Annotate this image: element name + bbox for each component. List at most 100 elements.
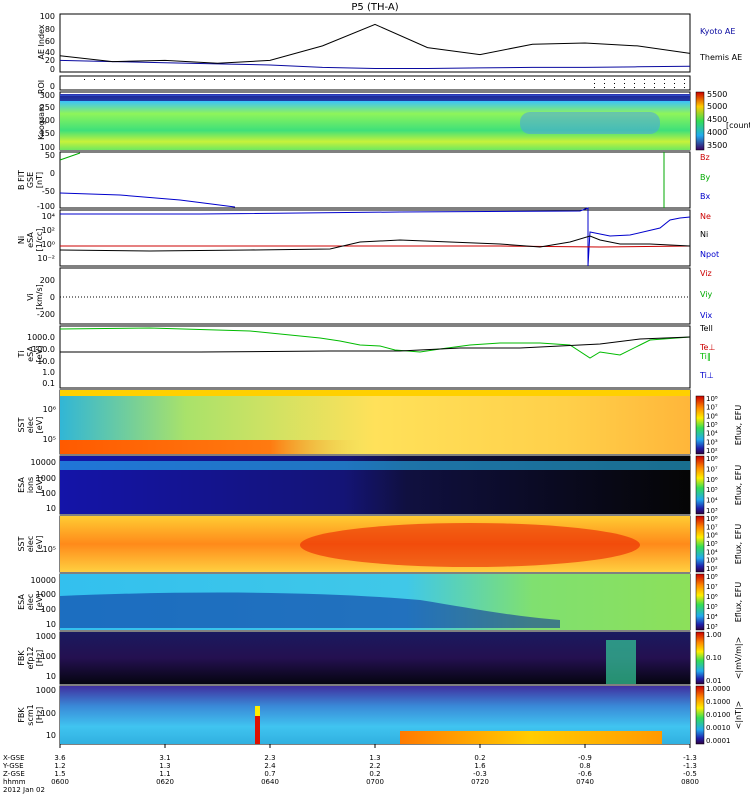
keogram-colorbar bbox=[695, 91, 705, 151]
roi-dot bbox=[544, 79, 545, 80]
colorbar-sst-elec bbox=[695, 395, 705, 455]
colorbar-tick: 10⁶ bbox=[706, 593, 718, 601]
x-axis-value: 0.8 bbox=[579, 762, 590, 770]
roi-dot bbox=[144, 79, 145, 80]
sst-ions-ylabel: elec bbox=[26, 536, 35, 552]
roi-dot bbox=[214, 79, 215, 80]
keogram-ylabel: Keogram bbox=[37, 104, 46, 140]
fbk-scm-spike-top bbox=[255, 706, 260, 716]
x-axis-value: 2.3 bbox=[264, 754, 275, 762]
fbk-scm-tick: 10 bbox=[46, 731, 56, 740]
x-axis-value: 1.5 bbox=[54, 770, 65, 778]
sst-ions-tick: 10⁵ bbox=[43, 545, 56, 554]
colorbar-esa-elec bbox=[695, 573, 705, 631]
colorbar-tick: 10⁸ bbox=[706, 455, 718, 463]
ti-tick: 1000.0 bbox=[27, 333, 55, 342]
x-axis-value: 2.4 bbox=[264, 762, 276, 770]
roi-dot bbox=[84, 79, 85, 80]
fbk-scm-tick: 1000 bbox=[36, 686, 56, 695]
roi-dot bbox=[114, 79, 115, 80]
roi-dot bbox=[254, 79, 255, 80]
vi-tick: 200 bbox=[40, 276, 55, 285]
x-axis-value: 1.2 bbox=[54, 762, 65, 770]
sst-elec-ylabel: [eV] bbox=[35, 417, 44, 434]
panel-sst-ions: SST elec [eV] 10⁵ bbox=[17, 516, 690, 572]
colorbar-esa-ions bbox=[695, 455, 705, 515]
colorbar-tick: 10⁸ bbox=[706, 395, 718, 403]
sst-ions-ylabel: [eV] bbox=[35, 536, 44, 553]
colorbar-tick: 10³ bbox=[706, 557, 718, 565]
esa-elec-tick: 10 bbox=[46, 620, 56, 629]
vi-ylabel: Vi bbox=[26, 293, 35, 301]
sst-ions-ylabel: SST bbox=[17, 536, 26, 551]
ae-tick: 80 bbox=[45, 25, 55, 34]
sst-ions-red-core bbox=[300, 523, 640, 567]
ti-ylabel: Ti bbox=[17, 351, 26, 359]
bfit-ylabel: B FIT bbox=[17, 170, 26, 190]
panel-ae: AE Index Kyoto AE Themis AE 100 80 60 40… bbox=[37, 12, 742, 74]
roi-dot bbox=[654, 83, 655, 84]
roi-dots bbox=[84, 79, 685, 88]
panel-frame bbox=[59, 209, 691, 267]
colorbar-tick: 10⁵ bbox=[706, 486, 718, 494]
colorbar-tick: 10⁵ bbox=[706, 603, 718, 611]
fbk-scm-ylabel: FBK bbox=[17, 707, 26, 723]
roi-dot bbox=[194, 79, 195, 80]
x-axis-row-label: Z-GSE bbox=[3, 770, 25, 778]
colorbar-tick: 10² bbox=[706, 447, 718, 455]
roi-dot bbox=[154, 79, 155, 80]
roi-dot bbox=[94, 79, 95, 80]
x-axis-value: 0720 bbox=[471, 778, 489, 786]
x-axis-value: -0.3 bbox=[473, 770, 487, 778]
roi-dot bbox=[244, 79, 245, 80]
x-axis-value: 1.3 bbox=[159, 762, 170, 770]
roi-dot bbox=[394, 79, 395, 80]
roi-dot bbox=[634, 87, 635, 88]
colorbar-tick: 0.10 bbox=[706, 654, 722, 662]
colorbar-tick: 1.00 bbox=[706, 631, 722, 639]
fbk-scm-spike bbox=[255, 706, 260, 744]
roi-dot bbox=[494, 79, 495, 80]
roi-dot bbox=[624, 83, 625, 84]
esa-elec-tick: 100 bbox=[41, 605, 56, 614]
roi-dot bbox=[344, 79, 345, 80]
roi-dot bbox=[604, 83, 605, 84]
roi-dot bbox=[644, 87, 645, 88]
fbk-efp-tick: 1000 bbox=[36, 632, 56, 641]
ti-tick: 10.0 bbox=[37, 357, 55, 366]
fbk-efp-burst bbox=[606, 640, 636, 684]
ae-tick: 0 bbox=[50, 65, 55, 74]
legend-tell: Tell bbox=[699, 324, 713, 333]
roi-dot bbox=[574, 79, 575, 80]
roi-dot bbox=[404, 79, 405, 80]
roi-dot bbox=[614, 83, 615, 84]
colorbar-tick: 0.0100 bbox=[706, 711, 731, 719]
fbk-efp-tick: 10 bbox=[46, 672, 56, 681]
colorbar-fbk-scm bbox=[695, 685, 705, 745]
x-axis-row-label: 2012 Jan 02 bbox=[3, 786, 45, 794]
panel-sst-elec: SST elec [eV] 10⁶ 10⁵ bbox=[17, 390, 690, 454]
roi-dot bbox=[674, 83, 675, 84]
roi-dot bbox=[314, 79, 315, 80]
roi-dot bbox=[684, 87, 685, 88]
panel-frame bbox=[59, 13, 691, 73]
series-kyoto-ae bbox=[59, 59, 691, 69]
ni-tick: 10⁰ bbox=[42, 240, 55, 249]
roi-dot bbox=[264, 79, 265, 80]
roi-dot bbox=[484, 79, 485, 80]
roi-dot bbox=[654, 79, 655, 80]
keogram-blue-patch bbox=[520, 112, 660, 134]
series-npot bbox=[60, 207, 691, 267]
roi-dot bbox=[594, 87, 595, 88]
roi-dot bbox=[334, 79, 335, 80]
x-axis-value: 0620 bbox=[156, 778, 174, 786]
colorbar-label: <|mV/m|> bbox=[734, 637, 743, 680]
roi-dot bbox=[594, 83, 595, 84]
x-axis-value: 3.6 bbox=[54, 754, 66, 762]
roi-dot bbox=[354, 79, 355, 80]
colorbar-tick: 10³ bbox=[706, 507, 718, 515]
bfit-tick: 0 bbox=[50, 169, 55, 178]
colorbar-tick: 10⁶ bbox=[706, 476, 718, 484]
colorbar-tick: 10⁷ bbox=[706, 523, 718, 531]
